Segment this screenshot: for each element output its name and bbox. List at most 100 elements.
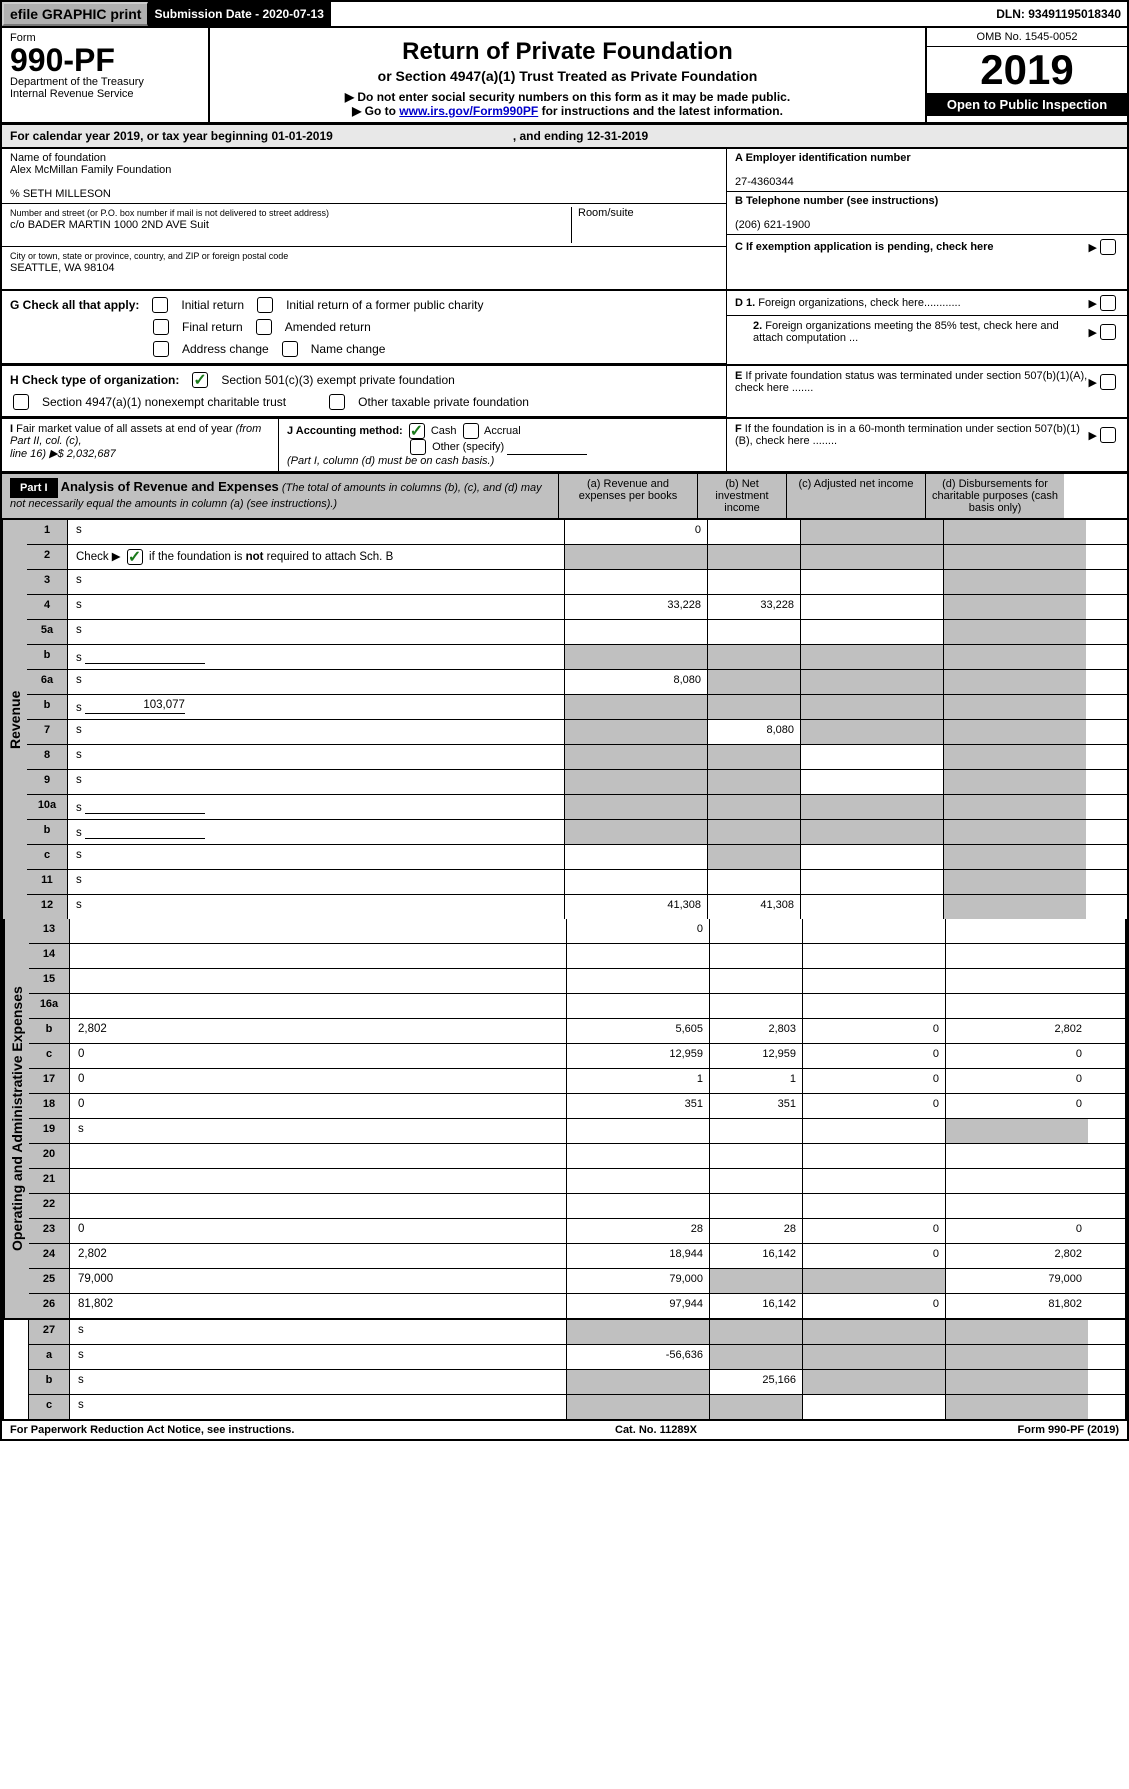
form-instruction-2: ▶ Go to www.irs.gov/Form990PF for instru… [214,104,921,118]
cash-check[interactable] [409,423,425,439]
line-description [70,944,566,968]
other-method-check[interactable] [410,439,426,455]
address-change-check[interactable] [153,341,169,357]
g-opt-1: Initial return of a former public charit… [286,298,483,312]
line-27: 27 s [29,1320,1125,1345]
phone-label: B Telephone number (see instructions) [735,195,938,207]
value-cell: 2,802 [945,1244,1088,1268]
line-number: 24 [29,1244,70,1268]
form-title-row: Form 990-PF Department of the Treasury I… [0,28,1129,124]
value-cell [564,870,707,894]
final-return-check[interactable] [153,319,169,335]
initial-public-check[interactable] [257,297,273,313]
efile-print-button[interactable]: efile GRAPHIC print [2,2,148,26]
line-number: c [29,1044,70,1068]
f-checkbox[interactable] [1100,427,1116,443]
amended-return-check[interactable] [256,319,272,335]
shaded-cell [945,1320,1088,1344]
irs-link[interactable]: www.irs.gov/Form990PF [399,104,538,118]
d1-checkbox[interactable] [1100,295,1116,311]
name-change-check[interactable] [282,341,298,357]
value-cell: 1 [709,1069,802,1093]
shaded-cell [709,1320,802,1344]
line-2: 2 Check ▶ if the foundation is not requi… [27,545,1127,570]
line-c: c s [29,1395,1125,1419]
shaded-cell [943,820,1086,844]
line-6a: 6a s 8,080 [27,670,1127,695]
shaded-cell [943,870,1086,894]
shaded-cell [943,695,1086,719]
irs-label: Internal Revenue Service [10,88,134,100]
line-description [70,919,566,943]
phone-cell: B Telephone number (see instructions) (2… [727,192,1127,235]
line-b: b 2,802 5,6052,80302,802 [29,1019,1125,1044]
care-of: % SETH MILLESON [10,188,111,200]
value-cell: 0 [945,1219,1088,1243]
revenue-side-label: Revenue [2,520,27,919]
form-number: 990-PF [10,42,115,78]
value-cell [802,1169,945,1193]
shaded-cell [945,1345,1088,1369]
line-number: 22 [29,1194,70,1218]
c-checkbox[interactable] [1100,239,1116,255]
value-cell [566,944,709,968]
shaded-cell [802,1320,945,1344]
d1-row: D 1. D 1. Foreign organizations, check h… [727,291,1127,316]
ein-value: 27-4360344 [735,176,794,188]
value-cell [945,994,1088,1018]
line-b: b s [27,645,1127,670]
shaded-cell [707,645,800,669]
i-section: I Fair market value of all assets at end… [2,419,279,471]
line-description: 81,802 [70,1294,566,1318]
form-year-block: OMB No. 1545-0052 2019 Open to Public In… [925,28,1127,122]
value-cell: 0 [945,1044,1088,1068]
form-instruction-1: ▶ Do not enter social security numbers o… [214,90,921,104]
f-section: F If the foundation is in a 60-month ter… [726,419,1127,471]
phone-value: (206) 621-1900 [735,219,810,231]
g-opt-3: Amended return [285,320,371,334]
value-cell [709,944,802,968]
shaded-cell [943,520,1086,544]
d2-checkbox[interactable] [1100,324,1116,340]
initial-return-check[interactable] [152,297,168,313]
line-description: s [68,645,564,669]
value-cell: 2,803 [709,1019,802,1043]
city-label: City or town, state or province, country… [10,251,288,261]
line-description: s [68,870,564,894]
line-25: 25 79,000 79,00079,000 [29,1269,1125,1294]
line-description: 0 [70,1044,566,1068]
h-opt1: Section 501(c)(3) exempt private foundat… [221,373,454,387]
shaded-cell [943,795,1086,819]
line-description: s [70,1119,566,1143]
accrual-check[interactable] [463,423,479,439]
g-opt-0: Initial return [181,298,244,312]
shaded-cell [800,545,943,569]
line-number: 13 [29,919,70,943]
j-other: Other (specify) [432,441,504,453]
value-cell: 0 [566,919,709,943]
value-cell: 41,308 [707,895,800,919]
line-22: 22 [29,1194,1125,1219]
501c3-check[interactable] [192,372,208,388]
line-number: c [27,845,68,869]
value-cell [945,1194,1088,1218]
value-cell [566,1144,709,1168]
other-taxable-check[interactable] [329,394,345,410]
e-checkbox[interactable] [1100,374,1116,390]
4947-check[interactable] [13,394,29,410]
line-description: 79,000 [70,1269,566,1293]
value-cell [707,620,800,644]
line-number: b [27,695,68,719]
line-b: b s [27,820,1127,845]
line-12: 12 s 41,30841,308 [27,895,1127,919]
value-cell: 0 [945,1094,1088,1118]
value-cell [945,919,1088,943]
line-description: 2,802 [70,1019,566,1043]
shaded-cell [564,820,707,844]
value-cell [800,620,943,644]
sch-b-check[interactable] [127,549,143,565]
line-b: b s 103,077 [27,695,1127,720]
value-cell [566,1119,709,1143]
line-description: s [68,795,564,819]
value-cell: 1 [566,1069,709,1093]
